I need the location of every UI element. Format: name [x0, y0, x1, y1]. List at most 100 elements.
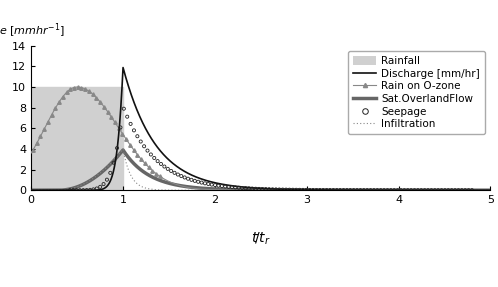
- Point: [431, 188, 439, 193]
- Point: [93, 186, 101, 191]
- Point: [268, 187, 276, 192]
- Point: [174, 172, 182, 177]
- Point: [296, 187, 304, 192]
- Point: [306, 188, 314, 192]
- Point: [137, 139, 145, 144]
- Point: [218, 184, 226, 188]
- Point: [461, 188, 469, 193]
- Point: [228, 185, 236, 189]
- Point: [451, 188, 459, 193]
- Point: [424, 188, 432, 193]
- Point: [357, 188, 365, 193]
- Point: [302, 188, 310, 192]
- Point: [130, 128, 138, 133]
- Point: [198, 180, 206, 185]
- Point: [251, 187, 259, 191]
- Point: [289, 187, 297, 192]
- Point: [83, 188, 91, 192]
- Point: [113, 146, 121, 150]
- Point: [340, 188, 348, 192]
- Point: [299, 188, 307, 192]
- Point: [272, 187, 280, 192]
- Point: [414, 188, 422, 193]
- Point: [140, 144, 148, 149]
- Point: [316, 188, 324, 192]
- Point: [66, 188, 74, 193]
- Point: [397, 188, 405, 193]
- Point: [329, 188, 337, 192]
- Point: [204, 182, 212, 186]
- Point: [160, 164, 168, 169]
- Point: [363, 188, 371, 193]
- Point: [309, 188, 317, 192]
- Point: [346, 188, 354, 192]
- Point: [194, 179, 202, 184]
- Point: [143, 148, 151, 153]
- Point: [455, 188, 463, 193]
- Point: [367, 188, 374, 193]
- Point: [400, 188, 408, 193]
- Point: [383, 188, 391, 193]
- Point: [117, 125, 124, 130]
- Point: [238, 186, 246, 190]
- Text: $t\!/t_r$: $t\!/t_r$: [251, 231, 271, 247]
- Point: [225, 185, 233, 189]
- Point: [107, 170, 115, 175]
- Point: [150, 156, 158, 160]
- Text: $e\ [mmhr^{-1}]$: $e\ [mmhr^{-1}]$: [0, 22, 65, 40]
- Point: [133, 134, 141, 139]
- Point: [154, 159, 162, 163]
- Point: [448, 188, 456, 193]
- Point: [370, 188, 378, 193]
- Point: [438, 188, 446, 193]
- Point: [444, 188, 452, 193]
- Point: [181, 175, 189, 180]
- Point: [319, 188, 327, 192]
- Point: [177, 174, 185, 178]
- Point: [421, 188, 429, 193]
- Point: [343, 188, 351, 192]
- Point: [380, 188, 388, 193]
- Point: [313, 188, 321, 192]
- Point: [468, 188, 476, 193]
- Point: [292, 187, 300, 192]
- Point: [90, 187, 98, 192]
- Point: [96, 185, 104, 189]
- Point: [208, 182, 216, 187]
- Point: [336, 188, 344, 192]
- Point: [187, 178, 195, 182]
- Point: [249, 186, 256, 191]
- Point: [245, 186, 253, 191]
- Point: [167, 169, 175, 173]
- Point: [282, 187, 290, 192]
- Point: [387, 188, 395, 193]
- Point: [126, 122, 134, 126]
- Point: [110, 160, 118, 165]
- Point: [390, 188, 398, 193]
- Point: [333, 188, 341, 192]
- Point: [275, 187, 283, 192]
- Point: [100, 182, 108, 186]
- Point: [323, 188, 331, 192]
- Point: [235, 185, 243, 190]
- Point: [265, 187, 273, 191]
- Point: [73, 188, 81, 193]
- Point: [215, 183, 223, 188]
- Point: [434, 188, 442, 193]
- Point: [184, 177, 192, 181]
- Point: [279, 187, 287, 192]
- Point: [262, 187, 270, 191]
- Point: [465, 188, 473, 193]
- Point: [79, 188, 87, 193]
- Point: [170, 170, 178, 175]
- Point: [427, 188, 435, 193]
- Point: [407, 188, 415, 193]
- Point: [191, 179, 199, 183]
- Point: [374, 188, 381, 193]
- Polygon shape: [31, 87, 123, 190]
- Point: [393, 188, 401, 193]
- Legend: Rainfall, Discharge [mm/hr], Rain on O-zone, Sat.OverlandFlow, Seepage, Infiltra: Rainfall, Discharge [mm/hr], Rain on O-z…: [348, 51, 485, 134]
- Point: [326, 188, 334, 192]
- Point: [410, 188, 418, 193]
- Point: [258, 187, 266, 191]
